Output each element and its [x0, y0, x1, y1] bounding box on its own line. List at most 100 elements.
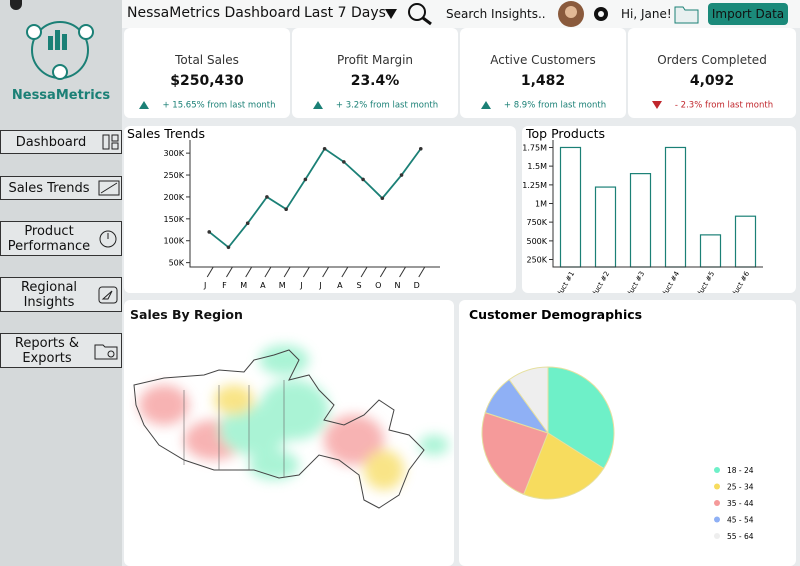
legend-label: 35 - 44 [727, 499, 754, 508]
chart-title: Top Products [525, 126, 605, 141]
legend-label: 25 - 34 [727, 483, 754, 492]
x-tick [264, 266, 272, 278]
y-tick-label: 50K [169, 259, 185, 268]
nav-label: Reports & Exports [14, 335, 80, 366]
nav-item[interactable]: Dashboard [0, 130, 122, 154]
x-tick [226, 266, 233, 278]
point [245, 221, 250, 226]
point [207, 230, 212, 234]
x-tick-label: J [203, 281, 206, 290]
x-tick-label: A [337, 281, 343, 290]
x-tick [302, 266, 310, 278]
point [418, 146, 423, 151]
nav-label: Regional Insights [20, 279, 78, 310]
period-select[interactable]: Last 7 Days [304, 5, 386, 21]
x-tick-label: Product #3 [620, 270, 646, 293]
y-tick-label: 100K [163, 237, 184, 246]
greeting: Hi, Jane! [621, 7, 672, 21]
point [361, 177, 365, 182]
x-tick-label: Product #2 [585, 270, 611, 293]
point [399, 173, 404, 177]
x-tick-label: O [375, 281, 381, 290]
y-tick-label: 1.75M [522, 143, 547, 152]
x-tick-label: Product #1 [550, 270, 576, 293]
pie-slice [481, 411, 549, 496]
x-tick-label: J [318, 281, 321, 290]
y-tick-label: 250K [526, 256, 547, 265]
chart-title: Sales Trends [127, 126, 205, 141]
bar-chart: Top Products 250K 500K 750K 1M 1.25M 1.5M 1.75M… [522, 126, 796, 293]
legend-label: 18 - 24 [727, 466, 754, 475]
x-tick-label: N [395, 281, 401, 290]
point [342, 160, 346, 164]
x-tick [341, 266, 349, 278]
y-tick-label: 200K [163, 193, 184, 202]
kpi-card: Profit Margin 23.4% + 3.2% from last month [292, 28, 458, 118]
bar [594, 186, 617, 268]
trend-arrow [312, 101, 323, 109]
kpi-label: Orders Completed [657, 53, 767, 67]
x-tick [399, 266, 406, 278]
x-tick-label: D [414, 281, 420, 290]
map [133, 345, 449, 509]
y-tick-label: 300K [163, 149, 184, 158]
chart-title: Customer Demographics [469, 307, 642, 322]
x-tick-label: Product #6 [725, 270, 752, 293]
nav-label: Dashboard [15, 134, 87, 150]
bar [559, 146, 582, 268]
nav-item[interactable]: Product Performance [0, 221, 122, 256]
nav-item[interactable]: Sales Trends [0, 176, 122, 200]
point [322, 146, 327, 151]
x-tick [322, 266, 330, 278]
bar [629, 173, 652, 268]
kpi-value: 1,482 [520, 73, 566, 89]
kpi-change: - 2.3% from last month [628, 100, 796, 111]
x-tick-label: J [299, 281, 302, 290]
kpi-value: 4,092 [689, 73, 735, 89]
x-tick-label: M [240, 281, 247, 290]
x-tick [418, 266, 426, 278]
logo [26, 21, 94, 80]
legend-swatch [714, 500, 720, 506]
y-tick-label: 250K [163, 171, 184, 180]
axis [189, 140, 440, 268]
x-tick [379, 266, 387, 278]
trend-arrow [651, 101, 662, 109]
kpi-value: 23.4% [350, 73, 400, 89]
y-tick-label: 750K [526, 218, 547, 227]
x-tick [206, 266, 214, 278]
import-button[interactable]: Import Data [708, 3, 788, 25]
header: NessaMetrics Dashboard Last 7 Days Searc… [122, 0, 800, 28]
header-title: NessaMetrics Dashboard [127, 5, 301, 21]
kpi-change: + 3.2% from last month [292, 100, 458, 111]
bar [699, 234, 722, 268]
point [380, 196, 385, 201]
trend-arrow [480, 101, 491, 109]
search-box[interactable]: Search Insights.. [446, 7, 546, 21]
pie-slice [523, 432, 605, 500]
kpi-card: Active Customers 1,482 + 8.9% from last mo… [460, 28, 626, 118]
x-tick [360, 266, 368, 278]
x-tick [283, 266, 291, 278]
kpi-label: Total Sales [175, 53, 239, 67]
line-chart: Sales Trends 50K 100K 150K 200K 250K 300K J F M A M… [124, 126, 516, 293]
x-tick-label: S [357, 281, 362, 290]
sidebar: NessaMetrics Dashboard Sales Trends Prod… [0, 0, 122, 566]
map-title: Sales By Region [130, 307, 243, 322]
legend-swatch [714, 467, 720, 473]
legend-swatch [714, 516, 720, 523]
nav-label: Sales Trends [8, 180, 90, 196]
kpi-card: Orders Completed 4,092 - 2.3% from last mo… [628, 28, 796, 118]
y-tick-label: 1M [535, 200, 547, 209]
legend-label: 55 - 64 [727, 532, 754, 541]
nav-item[interactable]: Regional Insights [0, 277, 122, 312]
nav-item[interactable]: Reports & Exports [0, 333, 122, 368]
kpi-card: Total Sales $250,430 + 15.65% from last mo… [124, 28, 290, 118]
nav-label: Product Performance [7, 223, 91, 254]
legend-label: 45 - 54 [727, 516, 754, 525]
trend-arrow [139, 101, 150, 109]
legend-swatch [714, 483, 720, 490]
point [226, 245, 231, 250]
y-tick-label: 1.25M [522, 181, 547, 190]
